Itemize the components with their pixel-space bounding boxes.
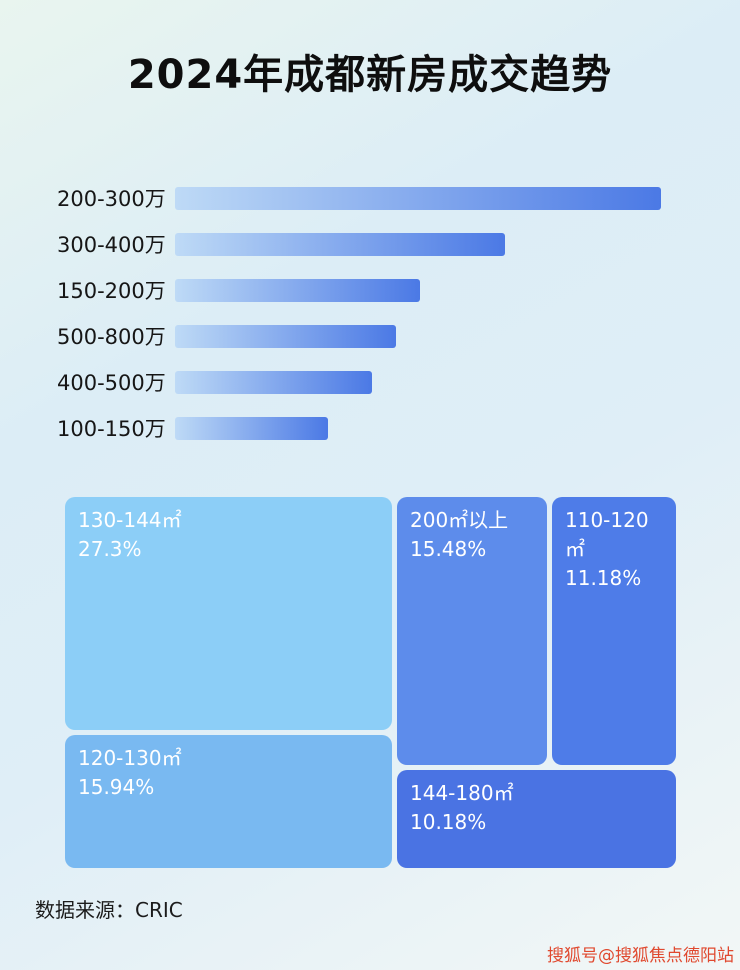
treemap-block-value: 15.94% <box>78 775 155 799</box>
bar <box>175 370 373 394</box>
bar-chart: 200-300万 300-400万 150-200万 500-800万 400-500万… <box>0 175 740 451</box>
treemap-block-label: 200㎡以上 <box>410 508 509 532</box>
bar-row: 300-400万 <box>0 221 740 267</box>
bar-category-label: 300-400万 <box>57 233 166 257</box>
bar-category-label: 400-500万 <box>57 371 166 395</box>
watermark: 搜狐号@搜狐焦点德阳站 <box>547 946 734 966</box>
treemap: 130-144㎡ 27.3% 120-130㎡ 15.94% 200㎡以上 15.48% 1… <box>65 497 676 868</box>
treemap-block: 110-120㎡ 11.18% <box>552 497 676 765</box>
treemap-block-value: 10.18% <box>410 810 487 834</box>
bar-row: 400-500万 <box>0 359 740 405</box>
bar-row: 200-300万 <box>0 175 740 221</box>
bar <box>175 324 396 348</box>
bar <box>175 278 421 302</box>
page-title: 2024年成都新房成交趋势 <box>127 52 613 98</box>
bar-chart-rows: 200-300万 300-400万 150-200万 500-800万 400-500万… <box>0 175 740 451</box>
bar-category-label: 500-800万 <box>57 325 166 349</box>
treemap-block-value: 11.18% <box>565 566 642 590</box>
treemap-block: 130-144㎡ 27.3% <box>65 497 392 730</box>
treemap-block: 200㎡以上 15.48% <box>397 497 547 765</box>
treemap-block-label: 110-120㎡ <box>565 508 649 561</box>
data-source-label: 数据来源：CRIC <box>35 898 183 922</box>
bar-row: 150-200万 <box>0 267 740 313</box>
bar-category-label: 100-150万 <box>57 417 166 441</box>
bar-row: 500-800万 <box>0 313 740 359</box>
bar-category-label: 200-300万 <box>57 187 166 211</box>
bar-row: 100-150万 <box>0 405 740 451</box>
treemap-block-label: 130-144㎡ <box>78 508 182 532</box>
bar-category-label: 150-200万 <box>57 279 166 303</box>
treemap-block: 120-130㎡ 15.94% <box>65 735 392 868</box>
bar <box>175 416 329 440</box>
treemap-block-label: 120-130㎡ <box>78 746 182 770</box>
bar <box>175 232 506 256</box>
treemap-block-label: 144-180㎡ <box>410 781 514 805</box>
treemap-block-value: 27.3% <box>78 537 142 561</box>
treemap-block: 144-180㎡ 10.18% <box>397 770 676 868</box>
bar <box>175 186 661 210</box>
treemap-block-value: 15.48% <box>410 537 487 561</box>
